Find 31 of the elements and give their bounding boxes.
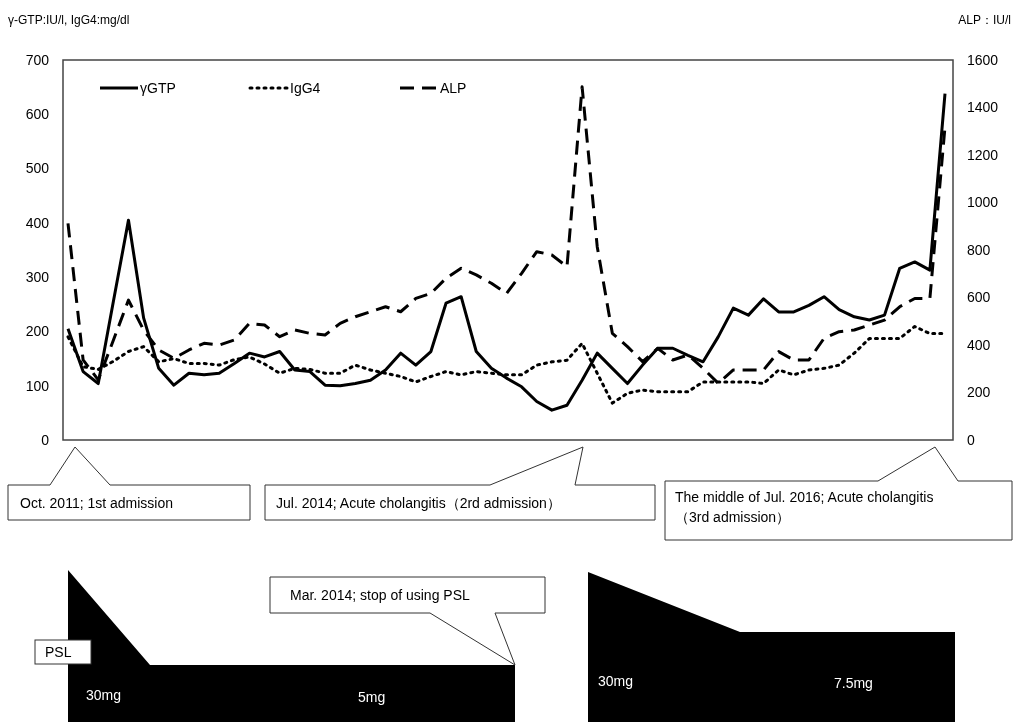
text: 7.5mg [834,675,873,691]
y2-tick-label: 400 [967,336,991,353]
y-tick-label: 0 [41,431,50,448]
y-tick-label: 700 [25,51,50,68]
legend-label: γGTP [140,79,176,96]
y-tick-label: 200 [25,323,50,340]
text: The middle of Jul. 2016; Acute cholangitis（3rd admission） [675,489,934,525]
text: Oct. 2011; 1st admission [20,495,174,511]
y2-tick-label: 1600 [967,51,999,68]
y-tick-label: 500 [25,160,50,177]
text: Mar. 2014; stop of using PSL [290,587,470,603]
y2-tick-label: 200 [967,384,991,401]
y2-tick-label: 1000 [967,194,999,211]
y-axis-title: γ-GTP:IU/l, IgG4:mg/dl [8,13,130,27]
text: 30mg [598,673,634,689]
legend-label: ALP [440,79,467,96]
y2-tick-label: 800 [967,241,991,258]
text: PSL [45,644,72,660]
y2-tick-label: 1200 [967,146,999,163]
y2-tick-label: 600 [967,289,991,306]
y2-tick-label: 1400 [967,99,999,116]
y2-tick-label: 0 [967,431,975,448]
y-tick-label: 600 [25,106,50,123]
text: 30mg [86,687,122,703]
y-tick-label: 100 [25,377,50,394]
y2-axis-title: ALP：IU/l [958,13,1011,27]
y-tick-label: 300 [25,269,50,286]
legend-label: IgG4 [290,79,321,96]
text: 5mg [358,689,386,705]
text: Jul. 2014; Acute cholangitis（2rd admission） [276,495,561,511]
y-tick-label: 400 [25,214,50,231]
